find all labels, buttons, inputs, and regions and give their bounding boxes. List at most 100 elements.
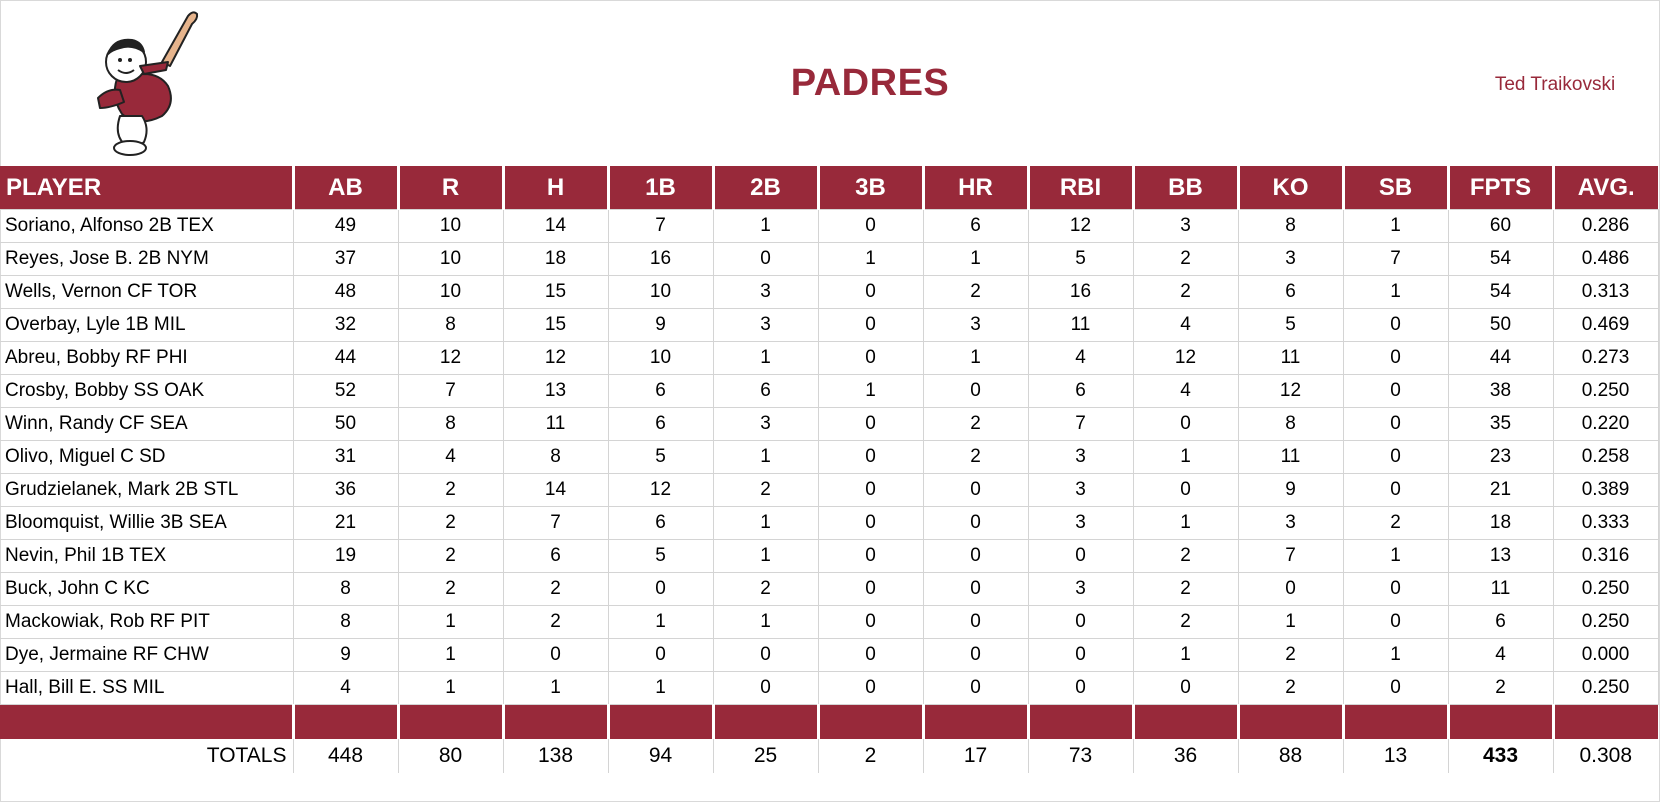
- stat-h: 2: [502, 572, 609, 606]
- total-hr: 17: [922, 739, 1028, 773]
- stat-hr: 0: [922, 506, 1029, 540]
- stat-sb: 0: [1342, 605, 1449, 639]
- stat-avg: 0.313: [1552, 275, 1659, 309]
- table-row: Reyes, Jose B. 2B NYM 37 10 18 16 0 1 1 5 2 3 7 54 0.…: [0, 242, 1659, 276]
- separator-cell: [396, 704, 503, 739]
- column-header-avg: AVG.: [1551, 166, 1658, 210]
- total-ab: 448: [292, 739, 398, 773]
- stat-3b: 0: [817, 440, 924, 474]
- stat-ko: 9: [1237, 473, 1344, 507]
- stat-fpts: 13: [1447, 539, 1554, 573]
- stat-1b: 6: [607, 407, 714, 441]
- stat-1b: 0: [607, 572, 714, 606]
- stat-1b: 5: [607, 539, 714, 573]
- stat-3b: 1: [817, 242, 924, 276]
- stat-fpts: 18: [1447, 506, 1554, 540]
- total-3b: 2: [817, 739, 923, 773]
- stat-ko: 2: [1237, 638, 1344, 672]
- owner-name: Ted Traikovski: [1494, 74, 1616, 95]
- table-row: Soriano, Alfonso 2B TEX 49 10 14 7 1 0 6 12 3 8 1 60…: [0, 209, 1659, 243]
- separator-cell: [0, 704, 293, 739]
- totals-label: TOTALS: [206, 744, 287, 767]
- stat-bb: 4: [1132, 308, 1239, 342]
- stat-2b: 0: [712, 638, 819, 672]
- stat-ab: 36: [292, 473, 399, 507]
- stat-ab: 52: [292, 374, 399, 408]
- stat-ko: 6: [1237, 275, 1344, 309]
- stat-ko: 2: [1237, 671, 1344, 705]
- stat-rbi: 3: [1027, 506, 1134, 540]
- total-r: 80: [397, 739, 503, 773]
- table-row: Wells, Vernon CF TOR 48 10 15 10 3 0 2 16 2 6 1 54 0.…: [0, 275, 1659, 309]
- stat-h: 0: [502, 638, 609, 672]
- stat-ko: 3: [1237, 506, 1344, 540]
- stat-hr: 0: [922, 671, 1029, 705]
- stat-r: 1: [397, 638, 504, 672]
- stat-sb: 0: [1342, 407, 1449, 441]
- player-name: Bloomquist, Willie 3B SEA: [0, 506, 294, 540]
- table-row: Dye, Jermaine RF CHW 9 1 0 0 0 0 0 0 1 2 1 4 0.000: [0, 638, 1659, 672]
- stat-fpts: 21: [1447, 473, 1554, 507]
- stat-avg: 0.250: [1552, 605, 1659, 639]
- stat-fpts: 23: [1447, 440, 1554, 474]
- stat-3b: 0: [817, 638, 924, 672]
- stat-hr: 6: [922, 209, 1029, 243]
- stat-ko: 7: [1237, 539, 1344, 573]
- header-row: PLAYER AB R H 1B 2B 3B HR RBI BB KO SB FPTS AVG.: [0, 166, 1658, 210]
- stat-avg: 0.316: [1552, 539, 1659, 573]
- stat-ko: 5: [1237, 308, 1344, 342]
- column-header-1b: 1B: [606, 166, 713, 210]
- table-row: Bloomquist, Willie 3B SEA 21 2 7 6 1 0 0 3 1 3 2 18 0…: [0, 506, 1659, 540]
- separator-cell: [1131, 704, 1238, 739]
- stat-sb: 7: [1342, 242, 1449, 276]
- stat-h: 11: [502, 407, 609, 441]
- stat-ab: 19: [292, 539, 399, 573]
- stat-avg: 0.469: [1552, 308, 1659, 342]
- separator-cell: [921, 704, 1028, 739]
- stat-2b: 0: [712, 242, 819, 276]
- stat-hr: 0: [922, 605, 1029, 639]
- stat-ab: 21: [292, 506, 399, 540]
- stat-rbi: 0: [1027, 671, 1134, 705]
- table-row: Hall, Bill E. SS MIL 4 1 1 1 0 0 0 0 0 2 0 2 0.250: [0, 671, 1659, 705]
- stat-fpts: 44: [1447, 341, 1554, 375]
- stat-1b: 6: [607, 374, 714, 408]
- stat-bb: 1: [1132, 440, 1239, 474]
- stat-r: 2: [397, 473, 504, 507]
- stat-hr: 0: [922, 572, 1029, 606]
- separator-bar: [0, 704, 1658, 739]
- stat-3b: 0: [817, 605, 924, 639]
- stat-rbi: 4: [1027, 341, 1134, 375]
- total-bb: 36: [1132, 739, 1238, 773]
- stat-2b: 2: [712, 473, 819, 507]
- stat-r: 12: [397, 341, 504, 375]
- column-header-2b: 2B: [711, 166, 818, 210]
- stat-h: 15: [502, 308, 609, 342]
- stat-hr: 0: [922, 638, 1029, 672]
- separator-cell: [711, 704, 818, 739]
- stat-2b: 2: [712, 572, 819, 606]
- separator-cell: [816, 704, 923, 739]
- stat-fpts: 54: [1447, 242, 1554, 276]
- stat-h: 8: [502, 440, 609, 474]
- stat-ab: 44: [292, 341, 399, 375]
- stat-ab: 31: [292, 440, 399, 474]
- stat-rbi: 0: [1027, 638, 1134, 672]
- stat-sb: 0: [1342, 671, 1449, 705]
- stat-h: 1: [502, 671, 609, 705]
- stat-r: 8: [397, 407, 504, 441]
- stat-h: 18: [502, 242, 609, 276]
- total-2b: 25: [712, 739, 818, 773]
- column-header-player: PLAYER: [0, 166, 293, 210]
- separator-cell: [1446, 704, 1553, 739]
- stat-hr: 1: [922, 242, 1029, 276]
- table-row: Crosby, Bobby SS OAK 52 7 13 6 6 1 0 6 4 12 0 38 0.25…: [0, 374, 1659, 408]
- stat-1b: 6: [607, 506, 714, 540]
- stat-2b: 1: [712, 539, 819, 573]
- stat-ko: 11: [1237, 440, 1344, 474]
- totals-row: TOTALS 448 80 138 94 25 2 17 73 36 88 13 433 0.308: [0, 739, 1658, 773]
- total-rbi: 73: [1027, 739, 1133, 773]
- table-row: Mackowiak, Rob RF PIT 8 1 2 1 1 0 0 0 2 1 0 6 0.250: [0, 605, 1659, 639]
- stat-h: 7: [502, 506, 609, 540]
- player-name: Overbay, Lyle 1B MIL: [0, 308, 294, 342]
